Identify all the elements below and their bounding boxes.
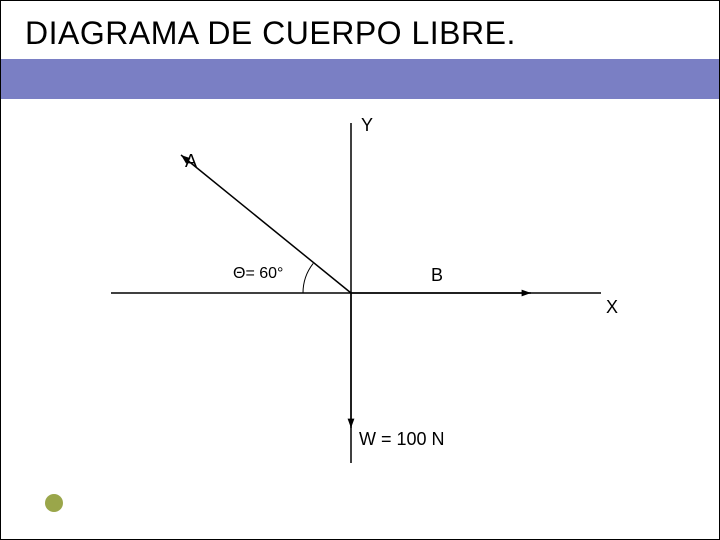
diagram-svg: [61, 113, 661, 473]
label-x-axis: X: [606, 297, 618, 318]
label-vector-b: B: [431, 265, 443, 286]
bullet-icon: [45, 494, 63, 512]
slide: DIAGRAMA DE CUERPO LIBRE. Y A Θ= 60° B X…: [0, 0, 720, 540]
label-theta: Θ= 60°: [233, 265, 283, 283]
title-bar-main: [1, 59, 719, 93]
title-bar-thin: [1, 93, 719, 99]
label-y-axis: Y: [361, 115, 373, 136]
slide-title: DIAGRAMA DE CUERPO LIBRE.: [25, 15, 516, 52]
label-weight: W = 100 N: [359, 429, 445, 450]
free-body-diagram: Y A Θ= 60° B X W = 100 N: [61, 113, 661, 473]
label-vector-a: A: [185, 151, 197, 172]
title-area: DIAGRAMA DE CUERPO LIBRE.: [1, 1, 719, 101]
